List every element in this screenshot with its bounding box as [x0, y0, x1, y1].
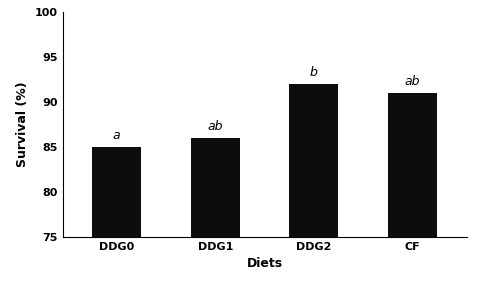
Bar [387, 93, 436, 289]
Bar [288, 84, 338, 289]
Text: ab: ab [404, 75, 419, 88]
Bar [92, 147, 141, 289]
X-axis label: Diets: Diets [246, 257, 282, 271]
Text: ab: ab [207, 120, 223, 133]
Text: a: a [113, 129, 120, 142]
Text: b: b [309, 66, 317, 79]
Bar [190, 138, 240, 289]
Y-axis label: Survival (%): Survival (%) [16, 81, 29, 167]
